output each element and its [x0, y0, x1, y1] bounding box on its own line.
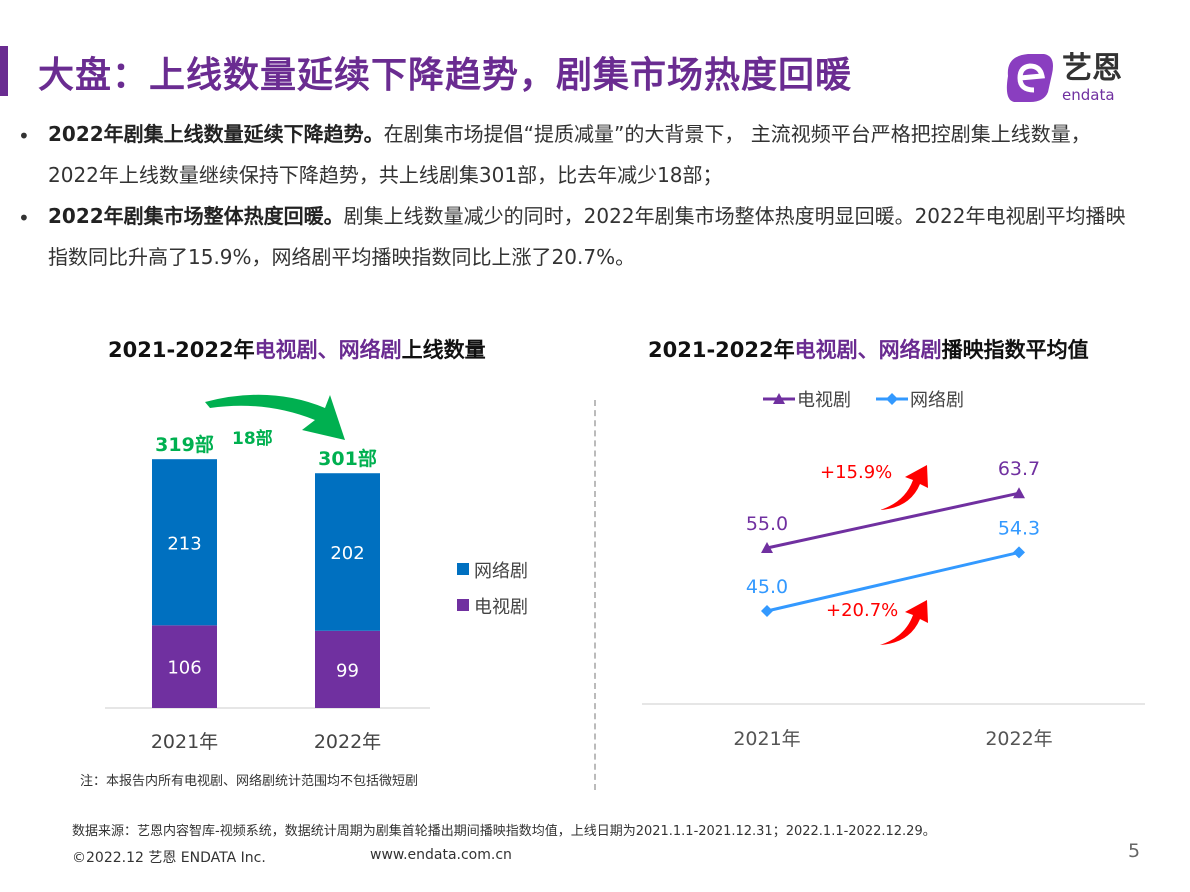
data-label: 45.0 — [746, 576, 788, 598]
increase-arrow — [880, 600, 928, 645]
legend-label: 电视剧 — [474, 597, 528, 618]
x-tick-label: 2021年 — [151, 731, 218, 753]
bar-tv-1 — [315, 630, 380, 708]
data-label: 54.3 — [998, 517, 1040, 539]
point-marker — [1013, 487, 1025, 499]
bar-web-1 — [315, 473, 380, 631]
data-source: 数据来源：艺恩内容智库-视频系统，数据统计周期为剧集首轮播出期间播映指数均值，上… — [72, 824, 936, 839]
x-tick-label: 2022年 — [985, 728, 1052, 750]
legend-swatch — [457, 563, 469, 575]
point-marker — [761, 605, 773, 617]
x-tick-label: 2022年 — [314, 731, 381, 753]
change-label: 18部 — [232, 428, 273, 449]
increase-arrow — [880, 465, 928, 510]
legend-label: 网络剧 — [910, 390, 964, 411]
bar-total: 301部 — [318, 447, 377, 470]
bullet-dot: • — [18, 206, 30, 230]
decrease-arrow — [205, 394, 345, 440]
legend-marker — [773, 393, 785, 404]
website-link[interactable]: www.endata.com.cn — [370, 847, 512, 863]
x-tick-label: 2021年 — [733, 728, 800, 750]
data-label: 55.0 — [746, 513, 788, 535]
divider — [594, 400, 596, 790]
logo-sub: endata — [1062, 86, 1115, 104]
bullet-dot: • — [18, 124, 30, 148]
endata-logo: 艺恩 endata — [1006, 51, 1122, 104]
legend-label: 网络剧 — [474, 561, 528, 582]
change-label: +20.7% — [826, 600, 898, 621]
bullet-paragraph-2: 2022年剧集市场整体热度回暖。剧集上线数量减少的同时，2022年剧集市场整体热… — [48, 196, 1128, 278]
line-web — [766, 550, 1020, 613]
bullet-1-bold: 2022年剧集上线数量延续下降趋势。 — [48, 122, 384, 146]
logo-text: 艺恩 — [1062, 51, 1122, 86]
point-marker — [761, 542, 773, 553]
legend-label: 电视剧 — [797, 390, 851, 411]
bar-label: 106 — [167, 658, 201, 679]
bar-tv-0 — [152, 625, 217, 708]
legend-swatch — [457, 599, 469, 611]
change-label: +15.9% — [820, 462, 892, 483]
bar-total: 319部 — [155, 433, 214, 456]
bullet-paragraph-1: 2022年剧集上线数量延续下降趋势。在剧集市场提倡“提质减量”的大背景下， 主流… — [48, 114, 1128, 196]
bar-label: 202 — [330, 543, 364, 564]
bar-label: 99 — [336, 660, 359, 681]
bar-chart-title: 2021-2022年电视剧、网络剧上线数量 — [108, 338, 486, 362]
page-title: 大盘：上线数量延续下降趋势，剧集市场热度回暖 — [38, 55, 853, 96]
title-accent-bar — [0, 46, 8, 96]
page-number: 5 — [1128, 840, 1141, 862]
bullet-1-text: 在剧集市场提倡“提质减量”的大背景下， 主流视频平台严格把控剧集上线数量，202… — [48, 122, 1091, 187]
bar-label: 213 — [167, 533, 201, 554]
chart-note: 注：本报告内所有电视剧、网络剧统计范围均不包括微短剧 — [80, 774, 419, 789]
bullet-2-text: 剧集上线数量减少的同时，2022年剧集市场整体热度明显回暖。2022年电视剧平均… — [48, 204, 1126, 269]
line-tv — [766, 491, 1020, 550]
bullet-2-bold: 2022年剧集市场整体热度回暖。 — [48, 204, 344, 228]
line-chart-title: 2021-2022年电视剧、网络剧播映指数平均值 — [648, 338, 1089, 362]
data-label: 63.7 — [998, 458, 1040, 480]
copyright: ©2022.12 艺恩 ENDATA Inc. — [72, 850, 266, 866]
point-marker — [1013, 546, 1025, 559]
legend-marker — [886, 393, 898, 405]
bar-web-0 — [152, 459, 217, 626]
